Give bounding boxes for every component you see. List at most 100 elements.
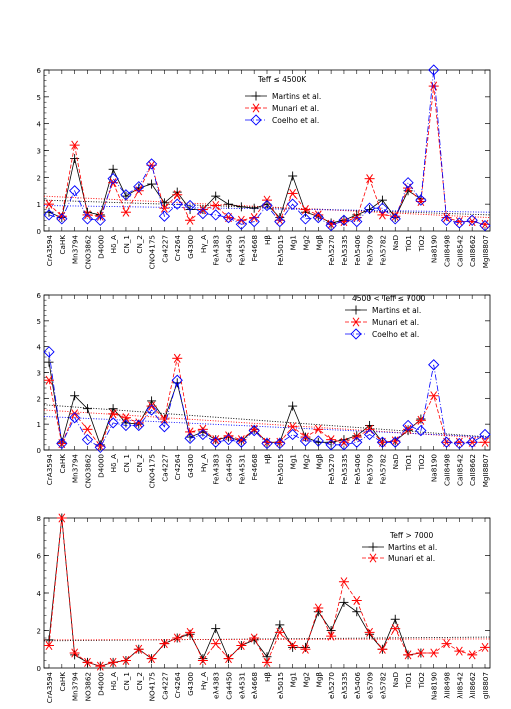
x-tick-label: CaHK [58,672,67,692]
x-tick-label: Na8190 [430,235,439,263]
x-tick-label: Feλ5782 [378,235,387,266]
data-point [338,437,349,447]
legend-label: Munari et al. [388,554,435,563]
data-point [312,211,324,224]
legend-label: Martins et al. [272,92,321,101]
x-tick-label: Mg1 [289,235,298,250]
data-point [70,391,80,401]
data-point [81,213,94,225]
data-point [94,441,106,454]
x-tick-label: Mg1 [289,672,298,687]
data-point [44,357,54,367]
data-point [172,353,183,363]
x-tick-label: Feλ5335 [340,235,349,266]
data-point [312,435,324,447]
x-tick-label: Mn3794 [71,672,80,701]
x-tick-label: Hγ_A [199,235,208,253]
x-tick-label: Mg2 [301,672,310,687]
x-tick-label: NaD [391,672,400,688]
data-point [236,640,247,651]
y-tick-label: 5 [37,94,41,102]
data-point [171,198,183,210]
data-point [95,661,106,671]
x-tick-label: CNO4175 [148,454,157,488]
y-tick-label: 6 [37,292,42,300]
data-point [44,640,54,651]
legend-marker [250,114,262,126]
x-tick-label: Feλ5782 [378,454,387,485]
data-point [415,415,426,425]
data-point [224,199,234,209]
x-tick-label: NO4175 [148,672,157,701]
x-tick-label: D4000 [96,672,105,696]
data-point [223,654,234,664]
x-tick-label: Mg2 [301,235,310,250]
data-point [222,211,235,224]
data-point [287,198,299,210]
trend-line [43,195,491,219]
y-tick-label: 3 [37,148,41,156]
data-point [235,436,247,448]
data-point [236,436,246,446]
data-point [236,202,246,212]
data-point [133,181,145,193]
data-point [428,391,439,401]
y-tick-label: 0 [37,228,41,236]
trend-line [43,415,491,438]
data-point [248,215,260,228]
x-tick-label: eλ5782 [378,672,387,699]
data-point [211,624,221,634]
data-point [197,207,209,220]
data-point [82,424,93,434]
x-tick-label: Feλ4531 [237,235,246,266]
data-point [313,437,323,447]
data-point [120,419,132,432]
data-point [184,432,196,445]
data-point [364,174,375,184]
x-tick-label: CNO3862 [83,235,92,269]
x-tick-label: CN_1 [122,235,131,254]
data-point [287,640,298,651]
x-tick-label: Hδ_A [109,235,118,253]
data-point [453,217,465,229]
x-tick-label: Hδ_A [109,672,118,690]
data-point [262,652,272,662]
data-point [235,218,247,230]
data-point [261,437,273,450]
data-point [249,633,260,643]
data-point [108,409,119,419]
x-tick-label: TiO2 [417,235,426,252]
x-tick-label: Mg1 [289,454,298,469]
x-tick-label: CrA3594 [45,454,54,486]
legend-marker [350,328,362,340]
chart-panel-1: 0 1 2 3 4 5 6 CrA3594 CaHK Mn3794 CNO3862 D4000 Hδ_A… [37,64,491,269]
x-tick-label: Feλ5015 [276,235,285,266]
y-tick-label: 3 [37,370,41,378]
data-point [454,646,465,656]
data-point [313,211,323,221]
data-point [313,424,324,434]
x-tick-label: NaD [391,454,400,470]
data-point [120,207,131,217]
x-tick-label: λII8498 [443,672,452,699]
x-tick-label: Cr4264 [173,454,182,481]
x-tick-label: Na8190 [430,672,439,700]
x-tick-label: Feλ5335 [340,454,349,485]
legend-label: Coelho et al. [272,116,319,125]
data-point [377,210,388,220]
x-tick-label: gII8807 [481,672,490,699]
data-point [351,595,362,606]
x-tick-label: G4300 [186,672,195,696]
legend-label: Coelho et al. [372,330,419,339]
x-tick-label: Feλ5270 [327,454,336,485]
data-point [274,627,285,637]
data-point [325,219,337,232]
x-tick-label: Hβ [263,672,272,682]
data-point [453,437,465,450]
x-tick-label: eλ5406 [353,672,362,699]
x-tick-label: Feλ4383 [212,235,221,266]
data-point [363,202,376,214]
x-tick-label: Mn3794 [71,235,80,264]
data-point [390,211,401,221]
